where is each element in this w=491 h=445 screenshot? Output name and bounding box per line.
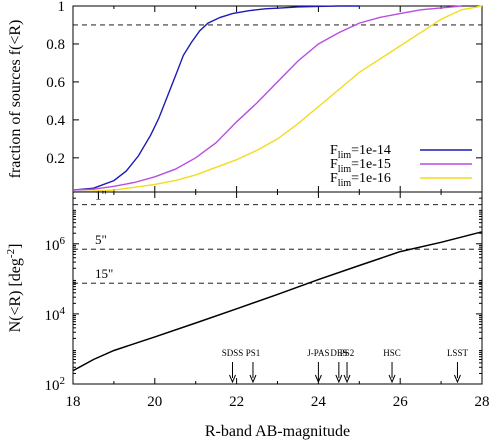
- legend-label: Flim=1e-15: [330, 157, 391, 175]
- bottom-plot-frame: [72, 191, 483, 385]
- resolution-label: 1": [95, 188, 107, 203]
- top-y-tick-label: 0.6: [46, 75, 65, 91]
- resolution-label: 5": [95, 232, 107, 247]
- resolution-label: 15": [95, 266, 113, 281]
- y-tick-label: 102: [45, 375, 66, 394]
- counts-series-line: [72, 231, 483, 372]
- top-y-tick-label: 0.8: [46, 37, 65, 53]
- survey-label: HSC: [383, 348, 401, 358]
- survey-label: SDSS: [222, 348, 244, 358]
- survey-arrow-head: [388, 374, 396, 384]
- survey-arrow-head: [454, 374, 461, 384]
- legend-label: Flim=1e-14: [330, 143, 391, 161]
- survey-label: LSST: [447, 348, 469, 358]
- bottom-y-axis-label: N(<R) [deg-2]: [5, 244, 24, 333]
- y-tick-label: 106: [45, 235, 66, 254]
- survey-arrow-head: [249, 374, 257, 384]
- survey-arrow-head: [229, 374, 236, 384]
- x-axis-label: R-band AB-magnitude: [205, 423, 350, 440]
- counts-panel: 18 20 22 24 26 28 102 104 106 1" 5" 15" SDSS PS1 J-PAS…: [45, 188, 490, 410]
- x-tick-label: 20: [147, 394, 162, 410]
- legend-label: Flim=1e-16: [330, 171, 391, 189]
- top-y-axis-label: fraction of sources f(<R): [7, 20, 24, 179]
- x-tick-label: 28: [475, 394, 490, 410]
- survey-arrow-head: [335, 374, 343, 384]
- x-tick-label: 24: [311, 394, 327, 410]
- fraction-series-line: [72, 5, 483, 193]
- x-tick-label: 18: [66, 394, 81, 410]
- top-y-tick-label: 0.4: [46, 113, 65, 129]
- survey-arrow-head: [314, 374, 322, 384]
- survey-arrow-head: [343, 374, 351, 384]
- top-y-tick-label: 0.2: [46, 151, 65, 167]
- x-tick-label: 22: [229, 394, 244, 410]
- survey-label: PS1: [246, 348, 261, 358]
- fraction-series-line: [72, 5, 360, 191]
- survey-label: J-PAS: [307, 348, 329, 358]
- fraction-panel: 0.2 0.4 0.6 0.8 1: [46, 0, 483, 193]
- fraction-series-line: [72, 5, 462, 191]
- survey-label: DES: [330, 348, 347, 358]
- top-y-tick-label: 1: [58, 0, 66, 15]
- x-tick-label: 26: [393, 394, 409, 410]
- y-tick-label: 104: [45, 305, 66, 324]
- survey-label: PS2: [340, 348, 355, 358]
